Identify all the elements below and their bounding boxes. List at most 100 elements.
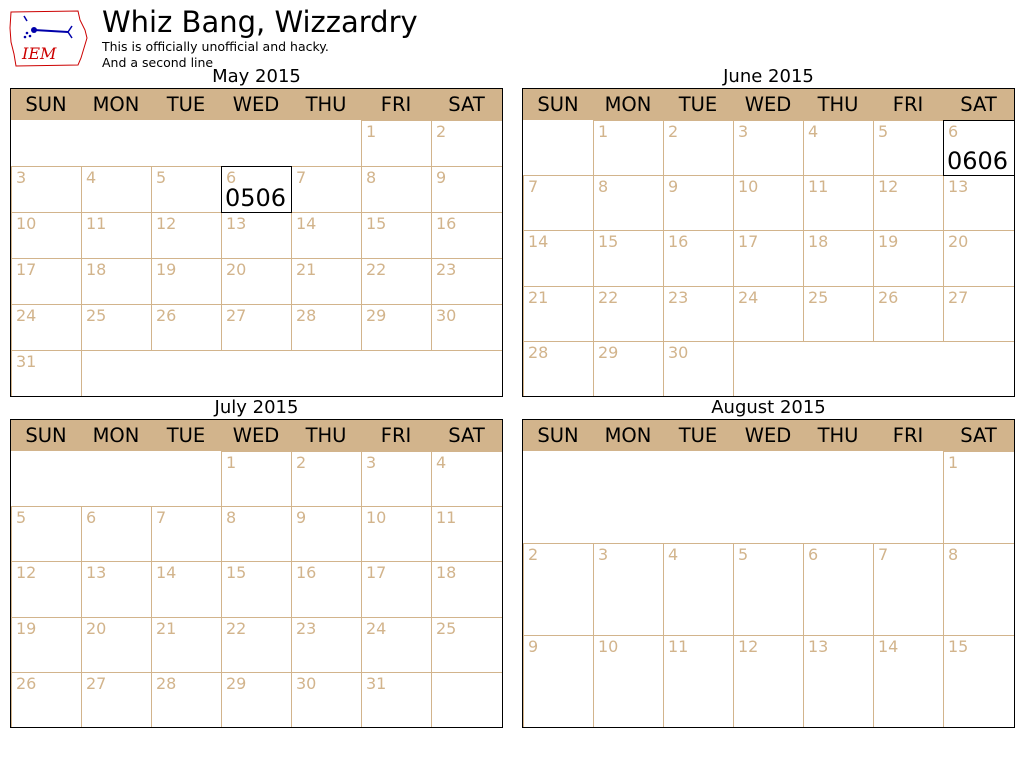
day-cell: 7	[151, 506, 222, 563]
day-cell: 6 0606	[943, 120, 1014, 177]
day-cell: 8	[943, 543, 1014, 636]
day-cell: 23	[291, 616, 362, 673]
weekday-tue: TUE	[166, 93, 206, 116]
day-number: 18	[86, 260, 107, 279]
day-number: 4	[808, 122, 819, 141]
month-grid: SUN MON TUE WED THU FRI SAT 1 2 3 4 5 6 0606 7 8 9 10 11 12…	[522, 88, 1015, 397]
day-number: 8	[948, 545, 959, 564]
day-number: 11	[668, 637, 689, 656]
day-cell: 3	[593, 543, 664, 636]
day-cell: 1	[221, 451, 292, 508]
day-number: 10	[738, 177, 759, 197]
day-number: 22	[226, 618, 247, 638]
day-cell: 27	[943, 285, 1014, 342]
page-title: Whiz Bang, Wizzardry	[102, 5, 418, 39]
day-number: 8	[366, 168, 377, 187]
day-number: 4	[668, 545, 679, 564]
day-number: 18	[808, 232, 829, 252]
day-cell: 7	[873, 543, 944, 636]
day-number: 5	[738, 545, 749, 564]
day-cell: 24	[361, 616, 432, 673]
day-number: 12	[738, 637, 759, 656]
day-number: 15	[366, 214, 387, 233]
day-cell: 31	[11, 350, 82, 396]
day-cell: 3	[361, 451, 432, 508]
month-grid: SUN MON TUE WED THU FRI SAT 1 2 3 4 5 6 7 8 9 10 11 12 13 14…	[522, 419, 1015, 728]
day-number: 23	[668, 287, 689, 307]
weekday-sun: SUN	[25, 93, 67, 116]
weekday-wed: WED	[744, 424, 792, 447]
day-cell: 30	[431, 304, 502, 351]
day-number: 18	[436, 563, 457, 583]
day-cell: 19	[873, 230, 944, 287]
day-number: 20	[86, 618, 107, 638]
day-cell: 7	[291, 166, 362, 213]
weekday-sun: SUN	[537, 93, 579, 116]
day-cell: 17	[361, 561, 432, 618]
day-cell: 29	[593, 340, 664, 396]
day-cell: 4	[81, 166, 152, 213]
day-cell: 8	[361, 166, 432, 213]
weekday-mon: MON	[92, 93, 140, 116]
day-number: 16	[296, 563, 317, 583]
day-number: 14	[528, 232, 549, 252]
day-cell: 16	[431, 212, 502, 259]
weekday-fri: FRI	[380, 424, 412, 447]
day-number: 22	[366, 260, 387, 279]
weekday-sun: SUN	[25, 424, 67, 447]
weekday-fri: FRI	[892, 424, 924, 447]
month-title: August 2015	[711, 397, 826, 418]
weekday-header-row: SUN MON TUE WED THU FRI SAT	[523, 420, 1014, 451]
day-number: 8	[226, 508, 237, 528]
day-cell: 4	[663, 543, 734, 636]
day-cell: 18	[803, 230, 874, 287]
day-number: 14	[156, 563, 177, 583]
day-number: 27	[86, 673, 107, 693]
weekday-tue: TUE	[166, 424, 206, 447]
weekday-mon: MON	[604, 424, 652, 447]
day-number: 2	[528, 545, 539, 564]
day-number: 19	[16, 618, 37, 638]
month-title: May 2015	[212, 66, 301, 87]
day-cell: 25	[81, 304, 152, 351]
day-value-label: 0606	[947, 147, 1009, 176]
weekday-sun: SUN	[537, 424, 579, 447]
day-number: 5	[878, 122, 889, 141]
day-number: 17	[366, 563, 387, 583]
day-cell: 28	[151, 671, 222, 727]
day-number: 20	[226, 260, 247, 279]
weekday-wed: WED	[232, 424, 280, 447]
day-number: 26	[156, 306, 177, 325]
day-number: 28	[296, 306, 317, 325]
weekday-tue: TUE	[678, 93, 718, 116]
day-number: 5	[16, 508, 27, 528]
day-cell: 12	[733, 635, 804, 727]
day-number: 13	[86, 563, 107, 583]
day-cell: 25	[431, 616, 502, 673]
day-number: 21	[528, 287, 549, 307]
day-cell: 6	[81, 506, 152, 563]
day-number: 29	[366, 306, 387, 325]
day-number: 1	[598, 122, 609, 141]
day-number: 25	[808, 287, 829, 307]
day-number: 13	[226, 214, 247, 233]
day-number: 9	[436, 168, 447, 187]
day-cell: 30	[663, 340, 734, 396]
day-cell: 9	[523, 635, 594, 727]
iowa-map-icon: IEM	[9, 10, 88, 67]
day-number: 2	[436, 122, 447, 141]
day-number: 7	[156, 508, 167, 528]
day-cell: 21	[151, 616, 222, 673]
day-number: 5	[156, 168, 167, 187]
day-cell: 10	[11, 212, 82, 259]
day-cell: 4	[431, 451, 502, 508]
day-cell: 22	[221, 616, 292, 673]
day-number: 6	[86, 508, 97, 528]
day-number: 16	[436, 214, 457, 233]
day-number: 10	[598, 637, 619, 656]
day-number: 27	[948, 287, 969, 307]
weekday-header-row: SUN MON TUE WED THU FRI SAT	[11, 420, 502, 451]
day-cell: 2	[663, 120, 734, 177]
day-cell: 12	[151, 212, 222, 259]
weekday-thu: THU	[305, 93, 347, 116]
